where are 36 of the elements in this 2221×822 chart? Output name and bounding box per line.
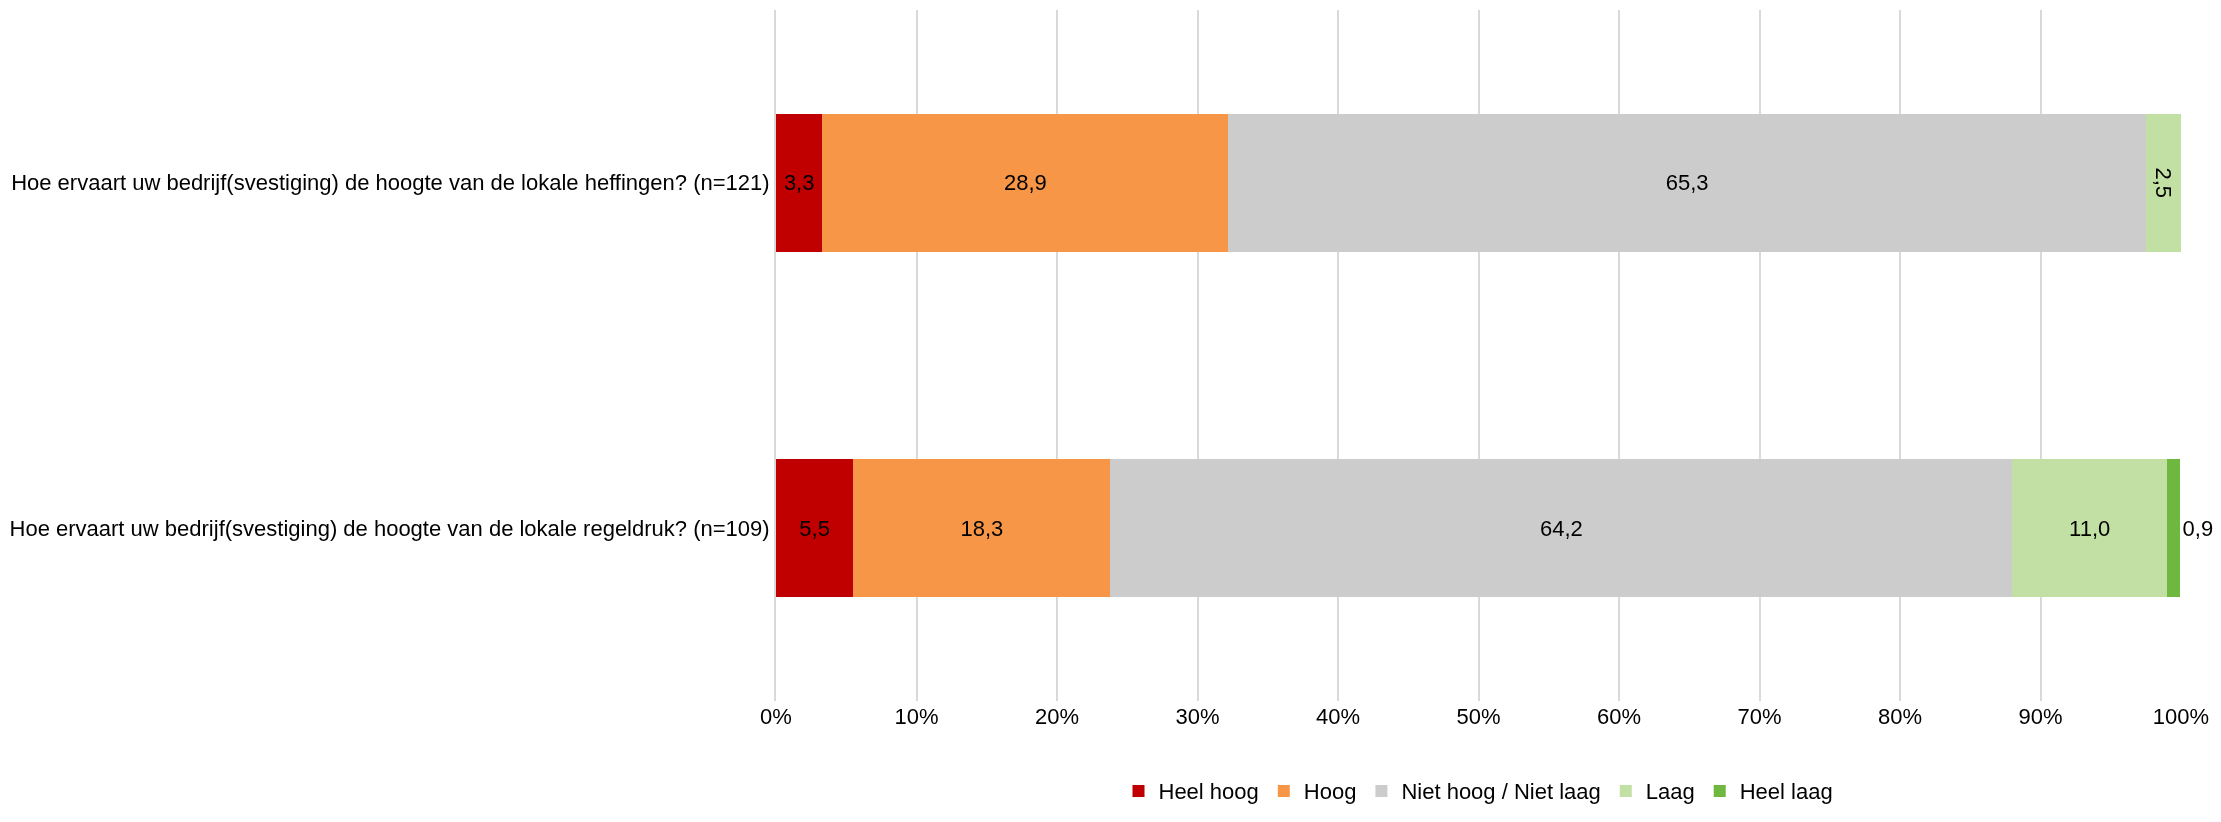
- data-label: 64,2: [1539, 515, 1583, 541]
- x-tick-label: 70%: [1737, 704, 1782, 729]
- bar: [822, 113, 1229, 252]
- data-label: 2,5: [2150, 167, 2176, 199]
- x-tick-label: 20%: [1034, 704, 1080, 729]
- data-label: 28,9: [1003, 170, 1047, 196]
- bar: [2012, 459, 2167, 598]
- legend-label: Hoog: [1303, 779, 1357, 805]
- data-label: 65,3: [1665, 170, 1709, 196]
- data-label: 18,3: [960, 515, 1004, 541]
- x-tick-label: 40%: [1315, 704, 1361, 729]
- x-tick-label: 80%: [1877, 704, 1923, 729]
- x-tick-label: 100%: [2152, 704, 2210, 729]
- x-tick-label: 10%: [894, 704, 939, 729]
- legend-label: Laag: [1645, 779, 1695, 805]
- bar: [2145, 113, 2181, 252]
- y-tick-label: Hoe ervaart uw bedrijf(svestiging) de hoogte van de lokale heffingen? (n=121): [11, 170, 770, 196]
- bar: [1110, 459, 2013, 598]
- bar: [776, 459, 854, 598]
- x-tick-label: 90%: [2018, 704, 2063, 729]
- bar: [1228, 113, 2146, 252]
- legend-label: Heel laag: [1739, 779, 1833, 805]
- data-label: 11,0: [2069, 515, 2111, 541]
- bar: [2166, 459, 2180, 598]
- x-tick-label: 50%: [1456, 704, 1501, 729]
- bar: [776, 113, 823, 252]
- legend-label: Niet hoog / Niet laag: [1401, 779, 1601, 805]
- x-tick-label: 30%: [1175, 704, 1220, 729]
- data-label: 0,9: [2182, 515, 2214, 541]
- data-label: 5,5: [799, 515, 830, 541]
- bar: [853, 459, 1111, 598]
- x-tick-label: 0%: [760, 704, 792, 729]
- legend-label: Heel hoog: [1158, 779, 1259, 805]
- x-tick-label: 60%: [1596, 704, 1642, 729]
- data-label: 3,3: [783, 170, 815, 196]
- y-tick-label: Hoe ervaart uw bedrijf(svestiging) de hoogte van de lokale regeldruk? (n=109): [9, 515, 770, 541]
